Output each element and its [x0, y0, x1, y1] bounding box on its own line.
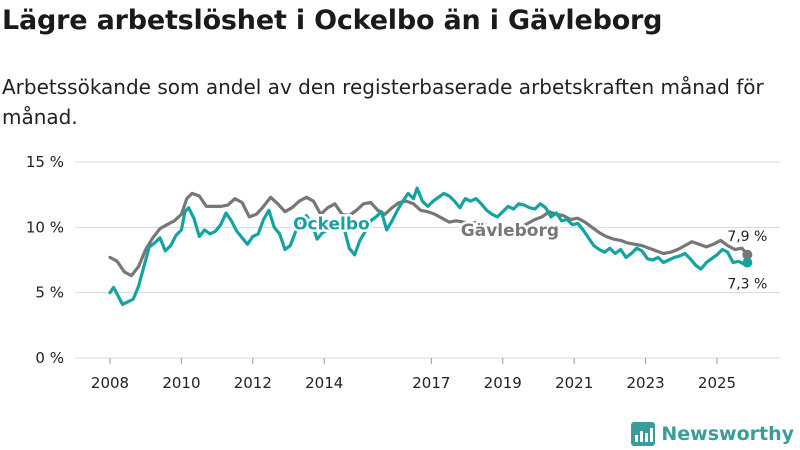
x-tick-label: 2008 — [91, 374, 129, 392]
series-label-gvleborg: Gävleborg — [461, 221, 559, 241]
end-point-ockelbo — [742, 257, 753, 268]
newsworthy-brand: Newsworthy — [631, 422, 794, 446]
grid-layer — [75, 161, 780, 364]
x-tick-label: 2012 — [234, 374, 272, 392]
series-line-gvleborg — [108, 191, 749, 278]
x-tick-label: 2019 — [484, 374, 522, 392]
x-tick-label: 2021 — [555, 374, 593, 392]
x-tick-label: 2025 — [698, 374, 736, 392]
x-tick-label: 2017 — [412, 374, 450, 392]
y-tick-label: 5 % — [35, 284, 64, 302]
chart-title: Lägre arbetslöshet i Ockelbo än i Gävleb… — [2, 5, 663, 36]
label-layer: 0 % 5 % 10 % 15 % 2008 2010 2012 2014 2017 2019 20… — [26, 153, 767, 392]
y-tick-label: 10 % — [26, 218, 64, 236]
series-label-ockelbo: Ockelbo — [293, 214, 370, 234]
y-tick-label: 15 % — [26, 153, 64, 171]
y-tick-label: 0 % — [35, 349, 64, 367]
end-value-label-ockelbo: 7,3 % — [727, 277, 767, 293]
end-value-label-gvleborg: 7,9 % — [727, 229, 767, 245]
newsworthy-logo-icon — [631, 422, 656, 446]
chart-subtitle: Arbetssökande som andel av den registerb… — [2, 75, 764, 129]
x-tick-label: 2014 — [305, 374, 343, 392]
x-tick-label: 2023 — [626, 374, 664, 392]
series-line-ockelbo — [108, 186, 749, 306]
end-point-gvleborg — [742, 249, 753, 260]
series-layer — [108, 186, 753, 306]
x-tick-label: 2010 — [162, 374, 200, 392]
brand-name: Newsworthy — [661, 423, 794, 445]
